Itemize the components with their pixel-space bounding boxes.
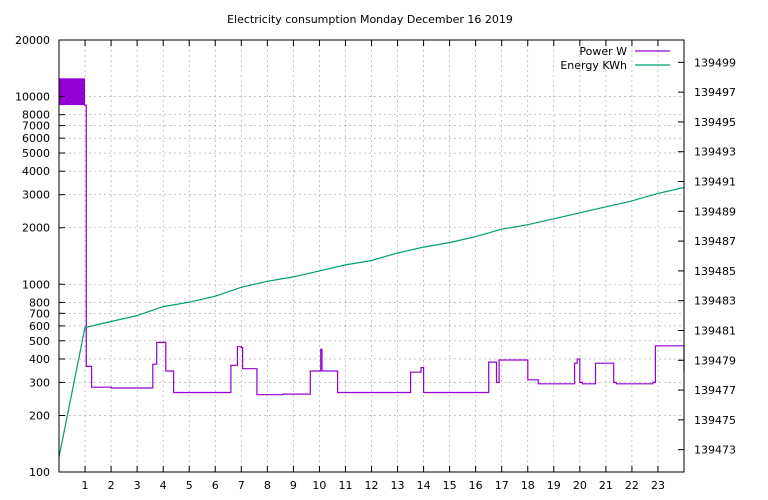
x-axis: 1 2 3 4 5 6 7 8 9 10 11 12 13 14 15 16 17 18 19 20 21 22 23 (82, 40, 665, 492)
x-tick-label: 1 (82, 479, 89, 492)
x-tick-label: 20 (573, 479, 587, 492)
x-tick-label: 15 (443, 479, 457, 492)
legend-label-energy: Energy KWh (560, 59, 627, 72)
y-right-tick-label: 139497 (694, 86, 736, 99)
power-band (59, 78, 86, 106)
y-left-tick-label: 1000 (22, 278, 50, 291)
y-right-tick-label: 139481 (694, 324, 736, 337)
y-left-tick-label: 7000 (22, 120, 50, 133)
series-layer (58, 104, 685, 458)
y-right-tick-label: 139493 (694, 146, 736, 159)
y-right-tick-label: 139495 (694, 116, 736, 129)
y-left-tick-label: 2000 (22, 222, 50, 235)
y-left-tick-label: 400 (29, 353, 50, 366)
x-tick-label: 5 (186, 479, 193, 492)
y-right-tick-label: 139475 (694, 414, 736, 427)
x-tick-label: 23 (651, 479, 665, 492)
x-tick-label: 4 (160, 479, 167, 492)
y-right-tick-label: 139489 (694, 205, 736, 218)
x-tick-label: 19 (547, 479, 561, 492)
y-left-tick-label: 300 (29, 376, 50, 389)
y-left-tick-label: 600 (29, 320, 50, 333)
y-left-tick-label: 100 (29, 466, 50, 479)
series-line-power (84, 104, 685, 396)
y-left-tick-label: 10000 (15, 91, 50, 104)
y-left-tick-label: 20000 (15, 34, 50, 47)
x-tick-label: 16 (469, 479, 483, 492)
x-tick-label: 6 (212, 479, 219, 492)
x-tick-label: 12 (365, 479, 379, 492)
y-right-tick-label: 139485 (694, 265, 736, 278)
y-left-tick-label: 8000 (22, 109, 50, 122)
x-tick-label: 10 (312, 479, 326, 492)
y-right-tick-label: 139473 (694, 444, 736, 457)
y-right-tick-label: 139477 (694, 384, 736, 397)
x-tick-label: 3 (134, 479, 141, 492)
chart-title: Electricity consumption Monday December … (227, 13, 513, 26)
y-left-tick-label: 3000 (22, 189, 50, 202)
y-right-tick-label: 139479 (694, 354, 736, 367)
y-left-tick-label: 4000 (22, 165, 50, 178)
series-line-energy (58, 186, 685, 458)
y-right-tick-label: 139483 (694, 295, 736, 308)
y-left-tick-label: 800 (29, 296, 50, 309)
y-left-tick-label: 500 (29, 335, 50, 348)
x-tick-label: 17 (495, 479, 509, 492)
y-left-tick-label: 700 (29, 307, 50, 320)
y-left-tick-label: 5000 (22, 147, 50, 160)
power-band-layer (59, 78, 86, 106)
grid (59, 40, 684, 472)
legend: Power W Energy KWh (560, 45, 670, 72)
y-right-tick-label: 139487 (694, 235, 736, 248)
x-tick-label: 18 (521, 479, 535, 492)
y-right-tick-label: 139491 (694, 176, 736, 189)
y-right-tick-label: 139499 (694, 56, 736, 69)
x-tick-label: 21 (599, 479, 613, 492)
y-left-tick-label: 6000 (22, 132, 50, 145)
x-tick-label: 2 (108, 479, 115, 492)
x-tick-label: 7 (238, 479, 245, 492)
x-tick-label: 9 (290, 479, 297, 492)
y-left-tick-label: 200 (29, 409, 50, 422)
x-tick-label: 22 (625, 479, 639, 492)
x-tick-label: 8 (264, 479, 271, 492)
x-tick-label: 13 (391, 479, 405, 492)
x-tick-label: 14 (417, 479, 431, 492)
x-tick-label: 11 (338, 479, 352, 492)
legend-label-power: Power W (579, 45, 627, 58)
right-axis: 139473 139475 139477 139479 139481 139483 1394… (678, 56, 736, 457)
